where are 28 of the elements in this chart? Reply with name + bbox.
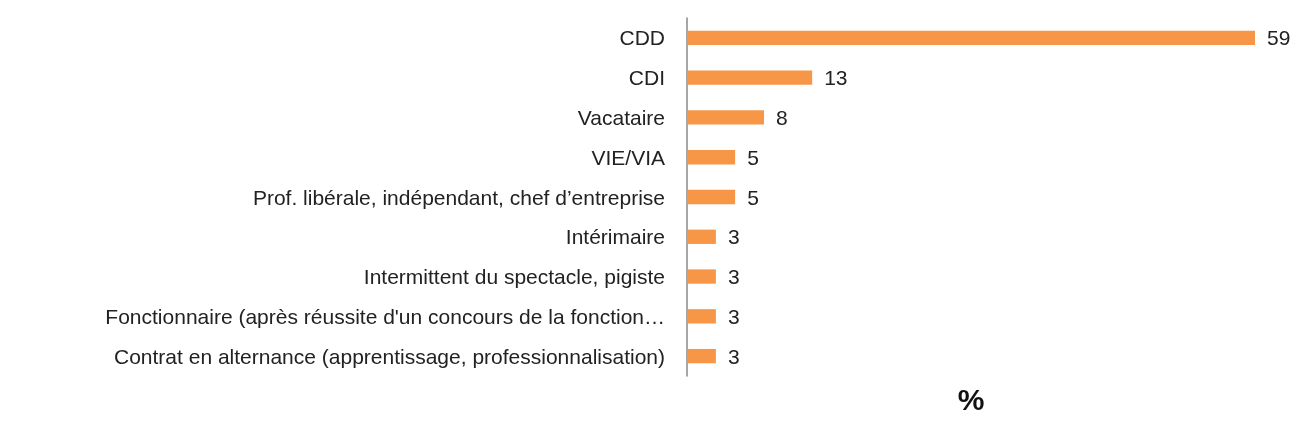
y-tick-label: Prof. libérale, indépendant, chef d’entreprise <box>252 185 665 209</box>
bar <box>687 269 716 284</box>
data-label: 59 <box>1267 26 1291 50</box>
data-label: 3 <box>727 304 740 328</box>
data-label: 5 <box>747 145 759 169</box>
y-tick-label: Fonctionnaire (après réussite d'un concours de la fonction… <box>105 304 665 328</box>
bar <box>687 30 1255 46</box>
y-tick-label: CDD <box>619 26 665 50</box>
y-tick-label: Intérimaire <box>565 225 665 249</box>
data-label: 13 <box>824 66 848 90</box>
y-tick-label: Contrat en alternance (apprentissage, professionnalisation) <box>114 344 665 368</box>
bar <box>687 189 736 205</box>
y-tick-label: Vacataire <box>577 105 665 129</box>
data-label: 3 <box>727 344 740 368</box>
data-label: 3 <box>727 265 740 289</box>
bar <box>687 309 716 324</box>
y-tick-label: CDI <box>628 66 665 90</box>
data-label: 8 <box>776 105 788 129</box>
bar <box>687 110 765 125</box>
bar <box>687 229 716 244</box>
y-tick-label: Intermittent du spectacle, pigiste <box>363 265 665 289</box>
bar <box>687 150 736 165</box>
bar <box>687 70 813 85</box>
data-label: 3 <box>727 225 740 249</box>
data-label: 5 <box>747 185 759 209</box>
bar <box>687 348 716 364</box>
x-axis-title: % <box>957 382 985 416</box>
y-tick-label: VIE/VIA <box>591 145 665 169</box>
